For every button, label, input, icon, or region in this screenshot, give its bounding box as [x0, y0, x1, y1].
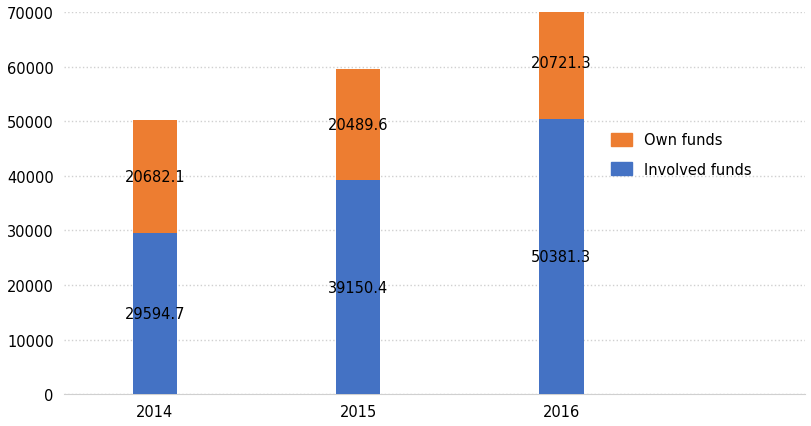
Text: 39150.4: 39150.4 [328, 280, 388, 295]
Text: 20489.6: 20489.6 [328, 118, 388, 132]
Bar [336, 69, 380, 181]
Text: 29594.7: 29594.7 [125, 306, 185, 321]
Text: 20682.1: 20682.1 [125, 169, 185, 184]
Bar [539, 120, 583, 394]
Text: 20721.3: 20721.3 [530, 56, 591, 71]
Bar [539, 7, 583, 120]
Bar [336, 181, 380, 394]
Bar [132, 233, 177, 394]
Bar [132, 121, 177, 233]
Text: 50381.3: 50381.3 [530, 250, 590, 265]
Legend: Own funds, Involved funds: Own funds, Involved funds [604, 127, 757, 183]
